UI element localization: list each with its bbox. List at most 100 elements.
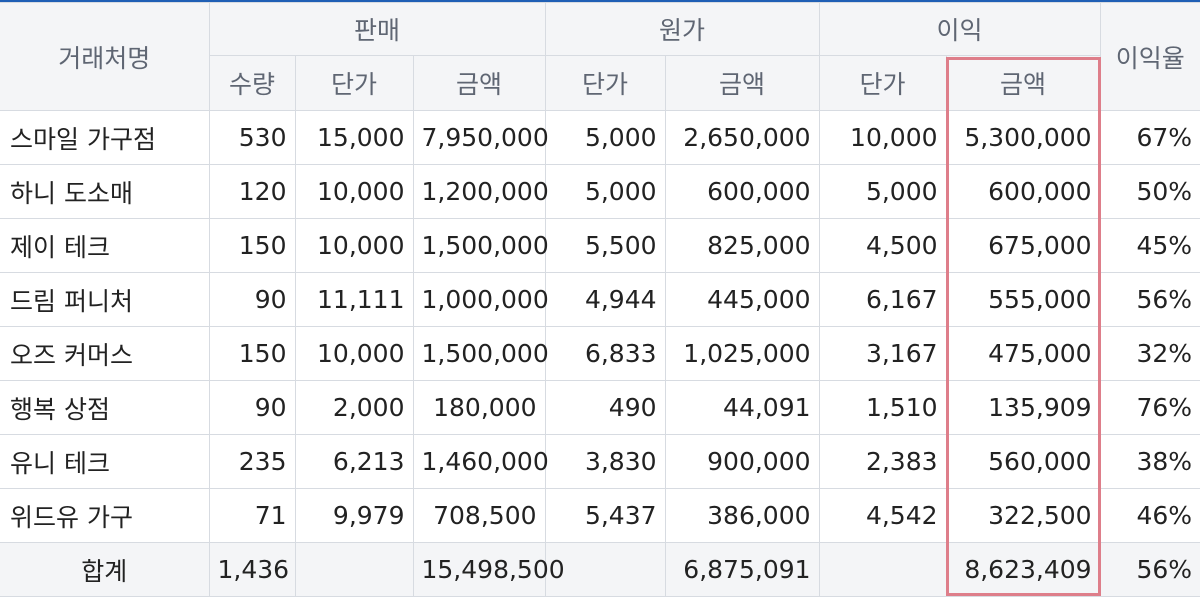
header-cost-amount: 금액	[664, 55, 820, 111]
cell-cost-amount: 2,650,000	[664, 110, 820, 165]
cell-cost-amount: 445,000	[664, 272, 820, 327]
cell-sale-price: 2,000	[294, 380, 414, 435]
cell-margin: 38%	[1099, 434, 1200, 489]
cell-profit-price: 2,383	[818, 434, 947, 489]
cell-sale-amount: 708,500	[412, 488, 546, 543]
total-cost-amount: 6,875,091	[664, 542, 820, 597]
cell-qty: 90	[208, 380, 296, 435]
cell-cost-amount: 44,091	[664, 380, 820, 435]
header-sales-amount: 금액	[412, 55, 546, 111]
cell-profit-price: 1,510	[818, 380, 947, 435]
table-row: 스마일 가구점 530 15,000 7,950,000 5,000 2,650,000 1…	[0, 110, 1200, 165]
cell-qty: 90	[208, 272, 296, 327]
header-sales-qty: 수량	[209, 55, 296, 111]
cell-name: 제이 테크	[0, 218, 210, 273]
cell-sale-price: 10,000	[294, 164, 414, 219]
header-sales-unit-price: 단가	[294, 55, 414, 111]
cell-qty: 530	[208, 110, 296, 165]
cell-profit-amount: 322,500	[945, 488, 1101, 543]
header-cost: 원가	[544, 2, 820, 56]
cell-sale-amount: 1,000,000	[412, 272, 549, 327]
table-row: 드림 퍼니처 90 11,111 1,000,000 4,944 445,000 6,167…	[0, 272, 1200, 327]
total-cost-price	[544, 542, 666, 597]
cell-qty: 71	[208, 488, 296, 543]
table-row: 하니 도소매 120 10,000 1,200,000 5,000 600,000 5,00…	[0, 164, 1200, 219]
header-profit: 이익	[818, 2, 1101, 56]
table-row: 행복 상점 90 2,000 180,000 490 44,091 1,510 135,909…	[0, 380, 1200, 435]
cell-profit-price: 4,500	[818, 218, 947, 273]
cell-margin: 32%	[1099, 326, 1200, 381]
cell-profit-amount: 600,000	[945, 164, 1101, 219]
cell-cost-amount: 1,025,000	[664, 326, 820, 381]
table-row: 유니 테크 235 6,213 1,460,000 3,830 900,000 2,383 5…	[0, 434, 1200, 489]
cell-sale-price: 10,000	[294, 218, 414, 273]
table-row: 제이 테크 150 10,000 1,500,000 5,500 825,000 4,500…	[0, 218, 1200, 273]
cell-sale-price: 9,979	[294, 488, 414, 543]
cell-margin: 45%	[1099, 218, 1200, 273]
cell-margin: 76%	[1099, 380, 1200, 435]
cell-qty: 150	[208, 218, 296, 273]
table-body: 스마일 가구점 530 15,000 7,950,000 5,000 2,650,000 1…	[0, 110, 1200, 543]
cell-name: 위드유 가구	[0, 488, 210, 543]
cell-sale-amount: 180,000	[412, 380, 546, 435]
header-row-sub: 수량 단가 금액 단가 금액 단가 금액	[0, 55, 1200, 111]
cell-margin: 50%	[1099, 164, 1200, 219]
table-row: 위드유 가구 71 9,979 708,500 5,437 386,000 4,542 322…	[0, 488, 1200, 543]
cell-profit-amount: 475,000	[945, 326, 1101, 381]
cell-profit-price: 10,000	[818, 110, 947, 165]
cell-sale-price: 10,000	[294, 326, 414, 381]
header-cost-unit-price: 단가	[544, 55, 666, 111]
cell-qty: 150	[208, 326, 296, 381]
cell-name: 유니 테크	[0, 434, 210, 489]
cell-profit-price: 6,167	[818, 272, 947, 327]
cell-cost-price: 5,500	[544, 218, 666, 273]
total-sale-price	[294, 542, 414, 597]
cell-profit-price: 3,167	[818, 326, 947, 381]
cell-margin: 46%	[1099, 488, 1200, 543]
total-sale-amount: 15,498,500	[412, 542, 565, 597]
cell-profit-amount: 560,000	[945, 434, 1101, 489]
cell-name: 행복 상점	[0, 380, 210, 435]
cell-cost-amount: 386,000	[664, 488, 820, 543]
cell-cost-price: 4,944	[544, 272, 666, 327]
cell-profit-amount: 675,000	[945, 218, 1101, 273]
cell-profit-amount: 555,000	[945, 272, 1101, 327]
cell-cost-price: 5,000	[544, 110, 666, 165]
total-profit-price	[818, 542, 947, 597]
header-client: 거래처명	[0, 2, 210, 111]
cell-margin: 56%	[1099, 272, 1200, 327]
cell-profit-price: 5,000	[818, 164, 947, 219]
total-qty: 1,436	[208, 542, 296, 597]
header-profit-amount: 금액	[945, 55, 1101, 111]
header-sales: 판매	[208, 2, 546, 56]
cell-sale-amount: 7,950,000	[412, 110, 549, 165]
cell-profit-price: 4,542	[818, 488, 947, 543]
cell-qty: 120	[208, 164, 296, 219]
cell-name: 하니 도소매	[0, 164, 210, 219]
cell-cost-price: 5,437	[544, 488, 666, 543]
cell-cost-price: 490	[544, 380, 666, 435]
cell-margin: 67%	[1099, 110, 1200, 165]
table-row: 오즈 커머스 150 10,000 1,500,000 6,833 1,025,000 3,…	[0, 326, 1200, 381]
cell-qty: 235	[208, 434, 296, 489]
cell-cost-price: 3,830	[544, 434, 666, 489]
cell-cost-price: 6,833	[544, 326, 666, 381]
cell-sale-amount: 1,200,000	[412, 164, 549, 219]
cell-cost-price: 5,000	[544, 164, 666, 219]
cell-name: 드림 퍼니처	[0, 272, 210, 327]
total-label: 합계	[0, 542, 210, 597]
header-profit-unit-price: 단가	[818, 55, 947, 111]
cell-sale-price: 11,111	[294, 272, 414, 327]
cell-sale-amount: 1,500,000	[412, 326, 549, 381]
cell-name: 스마일 가구점	[0, 110, 210, 165]
cell-profit-amount: 135,909	[945, 380, 1101, 435]
cell-sale-price: 15,000	[294, 110, 414, 165]
cell-name: 오즈 커머스	[0, 326, 210, 381]
total-profit-amount: 8,623,409	[945, 542, 1101, 597]
total-row: 합계 1,436 15,498,500 6,875,091 8,623,409 …	[0, 542, 1200, 597]
cell-sale-amount: 1,500,000	[412, 218, 549, 273]
cell-sale-price: 6,213	[294, 434, 414, 489]
header-margin: 이익율	[1099, 2, 1200, 111]
